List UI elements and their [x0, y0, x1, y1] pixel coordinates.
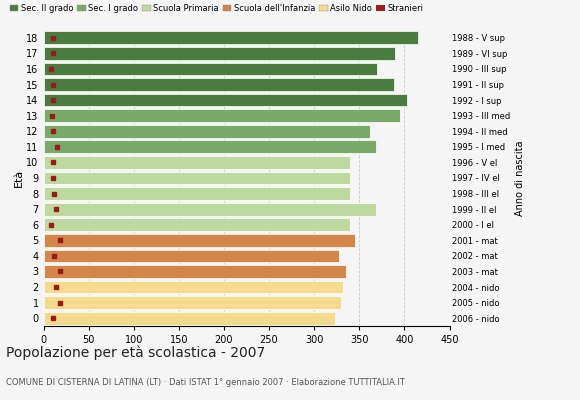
Bar — [44, 94, 407, 106]
Bar — [44, 62, 378, 75]
Bar — [44, 234, 355, 247]
Bar — [44, 32, 418, 44]
Bar — [44, 312, 335, 324]
Y-axis label: Anno di nascita: Anno di nascita — [514, 140, 525, 216]
Bar — [44, 156, 350, 169]
Bar — [44, 78, 394, 91]
Bar — [44, 109, 400, 122]
Bar — [44, 281, 343, 294]
Legend: Sec. II grado, Sec. I grado, Scuola Primaria, Scuola dell'Infanzia, Asilo Nido, : Sec. II grado, Sec. I grado, Scuola Prim… — [10, 4, 423, 13]
Bar — [44, 125, 370, 138]
Y-axis label: Età: Età — [13, 169, 23, 187]
Text: Popolazione per età scolastica - 2007: Popolazione per età scolastica - 2007 — [6, 346, 265, 360]
Bar — [44, 296, 341, 309]
Text: COMUNE DI CISTERNA DI LATINA (LT) · Dati ISTAT 1° gennaio 2007 · Elaborazione TU: COMUNE DI CISTERNA DI LATINA (LT) · Dati… — [6, 378, 405, 387]
Bar — [44, 250, 339, 262]
Bar — [44, 218, 350, 231]
Bar — [44, 140, 375, 153]
Bar — [44, 172, 350, 184]
Bar — [44, 47, 396, 60]
Bar — [44, 187, 350, 200]
Bar — [44, 265, 346, 278]
Bar — [44, 203, 375, 216]
